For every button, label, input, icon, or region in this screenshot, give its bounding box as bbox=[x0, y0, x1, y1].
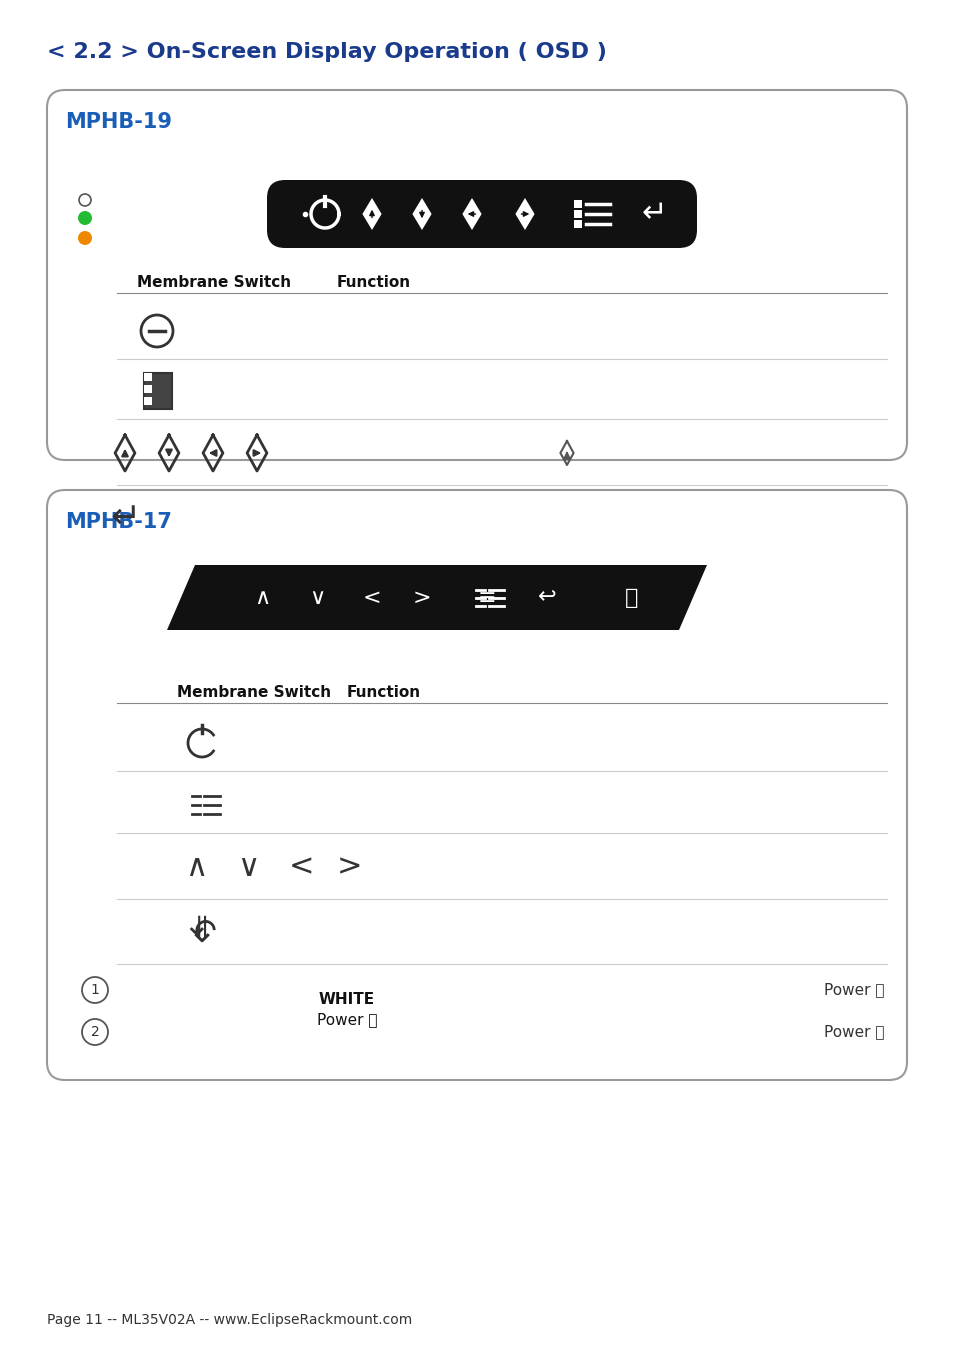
Text: MPHB-17: MPHB-17 bbox=[65, 512, 172, 532]
Text: ≡: ≡ bbox=[477, 587, 496, 608]
Text: Function: Function bbox=[347, 684, 420, 701]
Text: ↵: ↵ bbox=[640, 200, 666, 228]
FancyBboxPatch shape bbox=[267, 180, 697, 248]
Bar bbox=[574, 220, 581, 228]
Bar bbox=[574, 211, 581, 217]
Bar bbox=[144, 397, 152, 405]
Text: >: > bbox=[413, 587, 431, 608]
Circle shape bbox=[78, 211, 91, 225]
Text: ⇓: ⇓ bbox=[187, 915, 217, 949]
Text: ↩: ↩ bbox=[537, 587, 556, 608]
Text: 1: 1 bbox=[91, 983, 99, 998]
Circle shape bbox=[82, 1019, 108, 1045]
Text: ∨: ∨ bbox=[309, 587, 325, 608]
Text: Power ⏻: Power ⏻ bbox=[823, 1025, 884, 1040]
Text: ⏻: ⏻ bbox=[624, 587, 638, 608]
Bar bbox=[144, 373, 152, 381]
FancyBboxPatch shape bbox=[47, 90, 906, 460]
Text: <: < bbox=[362, 587, 381, 608]
Text: >: > bbox=[336, 852, 362, 882]
Text: Power ⏻: Power ⏻ bbox=[316, 1012, 376, 1027]
Text: ↵: ↵ bbox=[110, 501, 140, 535]
Polygon shape bbox=[167, 566, 706, 630]
Text: <: < bbox=[289, 852, 314, 882]
Bar bbox=[574, 200, 581, 208]
Text: MPHB-19: MPHB-19 bbox=[65, 112, 172, 132]
Text: ∧: ∧ bbox=[185, 852, 207, 882]
Text: Membrane Switch: Membrane Switch bbox=[137, 275, 291, 290]
FancyBboxPatch shape bbox=[47, 490, 906, 1080]
Circle shape bbox=[82, 977, 108, 1003]
Polygon shape bbox=[362, 198, 381, 230]
Text: WHITE: WHITE bbox=[318, 992, 375, 1007]
Polygon shape bbox=[462, 198, 481, 230]
Bar bbox=[144, 385, 152, 393]
Text: Membrane Switch: Membrane Switch bbox=[177, 684, 331, 701]
Text: Function: Function bbox=[336, 275, 411, 290]
Text: Page 11 -- ML35V02A -- www.EclipseRackmount.com: Page 11 -- ML35V02A -- www.EclipseRackmo… bbox=[47, 1314, 412, 1327]
Polygon shape bbox=[515, 198, 534, 230]
Circle shape bbox=[141, 315, 172, 347]
Text: ∧: ∧ bbox=[253, 587, 270, 608]
Text: Power ⏻: Power ⏻ bbox=[823, 983, 884, 998]
Bar bbox=[144, 373, 172, 409]
Text: 2: 2 bbox=[91, 1025, 99, 1040]
Circle shape bbox=[79, 194, 91, 207]
Text: ↶: ↶ bbox=[188, 915, 215, 949]
Circle shape bbox=[78, 231, 91, 244]
Text: ∨: ∨ bbox=[236, 852, 259, 882]
Polygon shape bbox=[412, 198, 431, 230]
Text: < 2.2 > On-Screen Display Operation ( OSD ): < 2.2 > On-Screen Display Operation ( OS… bbox=[47, 42, 606, 62]
